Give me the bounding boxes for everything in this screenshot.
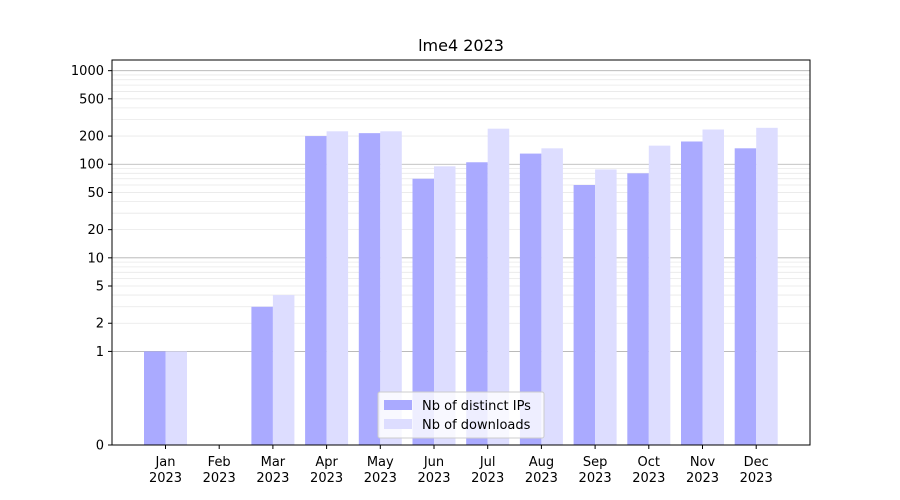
x-tick-label: Oct 2023 bbox=[632, 455, 665, 486]
x-tick-label: Jun 2023 bbox=[417, 455, 450, 486]
y-tick-label: 5 bbox=[96, 280, 104, 295]
chart-title: lme4 2023 bbox=[418, 36, 504, 55]
legend-swatch-downloads bbox=[384, 419, 412, 429]
bar-downloads-jan bbox=[165, 351, 187, 445]
bar-distinct-ips-aug bbox=[519, 153, 542, 446]
y-tick-label: 2 bbox=[96, 317, 104, 332]
bar-distinct-ips-dec bbox=[734, 148, 757, 446]
y-tick-label: 20 bbox=[87, 223, 104, 238]
legend-label-downloads: Nb of downloads bbox=[422, 418, 531, 433]
x-axis: Jan 2023 Feb 2023 Mar 2023 Apr 2023 May 2023 Jun 20… bbox=[149, 445, 773, 486]
y-axis: 0 1 2 5 10 20 50 100 200 500 1000 bbox=[71, 64, 112, 454]
x-tick-label: Apr 2023 bbox=[310, 455, 343, 486]
x-tick-label: Jan 2023 bbox=[149, 455, 182, 486]
bar-downloads-sep bbox=[595, 169, 617, 446]
x-tick-label: Mar 2023 bbox=[256, 455, 289, 486]
y-tick-label: 1 bbox=[96, 345, 104, 360]
y-tick-label: 100 bbox=[79, 158, 104, 173]
bar-downloads-nov bbox=[702, 129, 724, 445]
x-tick-label: Sep 2023 bbox=[579, 455, 612, 486]
bar-downloads-aug bbox=[541, 148, 563, 446]
x-tick-label: Feb 2023 bbox=[203, 455, 236, 486]
bar-downloads-may bbox=[380, 131, 402, 445]
bar-downloads-jun bbox=[434, 166, 456, 445]
bar-downloads-dec bbox=[756, 127, 778, 445]
x-tick-label: Jul 2023 bbox=[471, 455, 504, 486]
bars bbox=[144, 127, 778, 446]
y-tick-label: 10 bbox=[87, 251, 104, 266]
y-tick-label: 500 bbox=[79, 92, 104, 107]
bar-distinct-ips-nov bbox=[681, 141, 703, 445]
y-tick-label: 0 bbox=[96, 439, 104, 454]
legend-label-distinct-ips: Nb of distinct IPs bbox=[422, 399, 531, 414]
plot-frame bbox=[111, 59, 811, 446]
bar-downloads-jul bbox=[487, 128, 510, 445]
y-tick-label: 200 bbox=[79, 130, 104, 145]
x-tick-label: Nov 2023 bbox=[686, 455, 719, 486]
bar-distinct-ips-oct bbox=[627, 173, 649, 445]
x-tick-label: Dec 2023 bbox=[740, 455, 773, 486]
bar-distinct-ips-sep bbox=[573, 185, 596, 445]
bar-downloads-oct bbox=[648, 145, 671, 445]
bar-downloads-apr bbox=[326, 131, 349, 445]
bar-downloads-mar bbox=[272, 295, 295, 445]
legend: Nb of distinct IPs Nb of downloads bbox=[377, 391, 545, 439]
legend-swatch-distinct-ips bbox=[384, 400, 412, 410]
x-tick-label: May 2023 bbox=[364, 455, 397, 486]
bar-distinct-ips-apr bbox=[305, 136, 327, 446]
bar-distinct-ips-may bbox=[358, 133, 381, 446]
bar-distinct-ips-jun bbox=[412, 178, 434, 446]
bar-distinct-ips-jul bbox=[466, 162, 488, 446]
y-tick-label: 50 bbox=[87, 186, 104, 201]
bar-distinct-ips-mar bbox=[251, 306, 273, 445]
legend-box bbox=[377, 391, 545, 439]
x-tick-label: Aug 2023 bbox=[525, 455, 558, 486]
bar-distinct-ips-jan bbox=[144, 351, 166, 445]
y-tick-label: 1000 bbox=[71, 64, 104, 79]
